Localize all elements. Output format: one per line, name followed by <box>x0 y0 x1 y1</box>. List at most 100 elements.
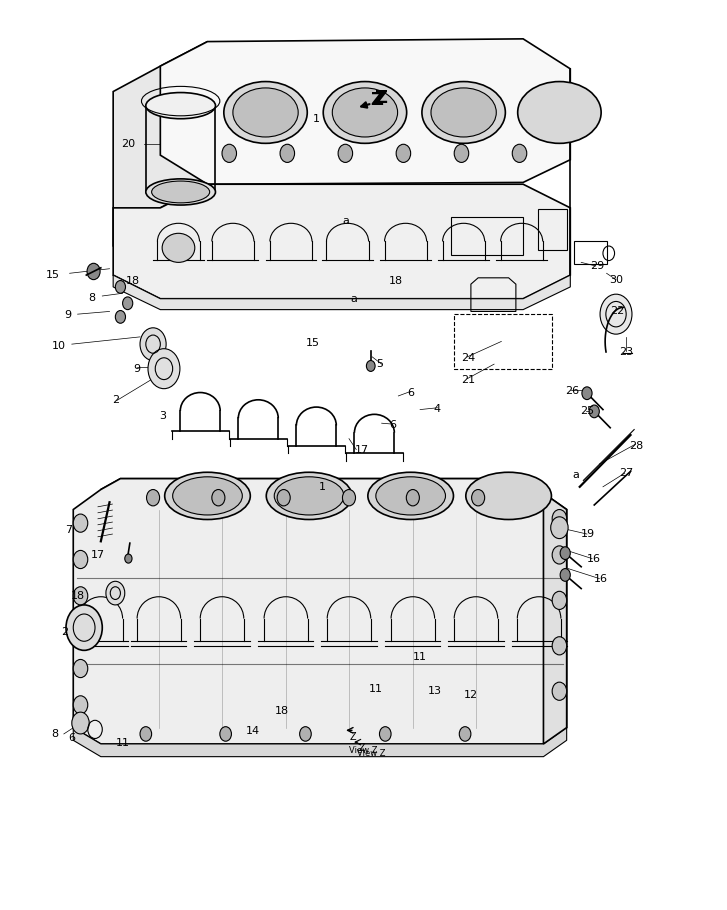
Ellipse shape <box>152 181 209 203</box>
Text: 16: 16 <box>587 554 601 564</box>
Ellipse shape <box>146 179 215 205</box>
Text: 30: 30 <box>608 275 623 285</box>
Text: 14: 14 <box>246 726 260 736</box>
Ellipse shape <box>368 472 454 520</box>
Text: 10: 10 <box>52 341 66 351</box>
Text: 7: 7 <box>65 524 72 534</box>
Circle shape <box>560 569 570 581</box>
Text: 15: 15 <box>47 270 60 280</box>
Circle shape <box>220 727 231 742</box>
Circle shape <box>338 145 353 162</box>
Circle shape <box>125 554 132 563</box>
Text: 5: 5 <box>377 359 384 369</box>
Text: a: a <box>350 294 357 304</box>
Circle shape <box>379 727 391 742</box>
Circle shape <box>366 360 375 371</box>
Text: 6: 6 <box>389 420 396 430</box>
Circle shape <box>73 623 88 642</box>
Ellipse shape <box>376 477 446 515</box>
Text: 17: 17 <box>355 446 369 456</box>
Ellipse shape <box>431 88 497 137</box>
Circle shape <box>406 490 419 506</box>
Text: 18: 18 <box>71 591 85 601</box>
Text: 23: 23 <box>619 348 633 358</box>
Polygon shape <box>113 184 570 298</box>
Polygon shape <box>544 493 566 744</box>
Text: View Z: View Z <box>356 749 385 757</box>
Ellipse shape <box>332 88 398 137</box>
Text: 22: 22 <box>610 307 624 317</box>
Text: 8: 8 <box>88 293 95 303</box>
Circle shape <box>551 517 568 539</box>
Text: Z: Z <box>358 743 366 753</box>
Text: 1: 1 <box>313 114 320 124</box>
Text: 2: 2 <box>112 396 119 406</box>
Circle shape <box>116 310 126 323</box>
Ellipse shape <box>233 88 298 137</box>
Polygon shape <box>73 728 566 756</box>
Text: 21: 21 <box>462 375 475 385</box>
Circle shape <box>147 490 160 506</box>
Circle shape <box>212 490 225 506</box>
Text: Z: Z <box>370 91 383 108</box>
Ellipse shape <box>224 82 308 144</box>
Text: 27: 27 <box>619 468 633 478</box>
Text: 9: 9 <box>65 310 72 320</box>
Circle shape <box>342 490 356 506</box>
Ellipse shape <box>146 93 215 118</box>
Text: 19: 19 <box>581 529 595 539</box>
Text: 29: 29 <box>590 261 604 271</box>
Circle shape <box>459 727 471 742</box>
Text: 25: 25 <box>579 407 594 417</box>
Circle shape <box>222 145 236 162</box>
Text: 1: 1 <box>318 481 326 491</box>
Ellipse shape <box>165 472 250 520</box>
Polygon shape <box>161 39 570 184</box>
Text: a: a <box>572 470 579 480</box>
Circle shape <box>140 727 152 742</box>
Circle shape <box>73 696 88 714</box>
Bar <box>538 208 566 249</box>
Polygon shape <box>113 275 570 309</box>
Ellipse shape <box>173 477 242 515</box>
Circle shape <box>148 349 180 389</box>
Circle shape <box>553 682 566 701</box>
Text: 6: 6 <box>68 733 76 743</box>
Circle shape <box>73 587 88 605</box>
Circle shape <box>123 297 133 309</box>
Text: 18: 18 <box>126 276 140 286</box>
Circle shape <box>600 294 632 334</box>
Text: 3: 3 <box>159 411 166 421</box>
Circle shape <box>280 145 294 162</box>
Circle shape <box>553 592 566 610</box>
Polygon shape <box>101 479 544 511</box>
Text: 9: 9 <box>134 364 140 374</box>
Text: 2: 2 <box>61 627 68 637</box>
Circle shape <box>300 727 311 742</box>
Circle shape <box>140 328 166 360</box>
Circle shape <box>553 510 566 528</box>
Ellipse shape <box>266 472 352 520</box>
Circle shape <box>582 387 592 399</box>
Circle shape <box>589 405 599 418</box>
Circle shape <box>73 551 88 569</box>
Ellipse shape <box>162 233 195 262</box>
Text: 16: 16 <box>594 574 608 584</box>
Text: 15: 15 <box>305 339 319 349</box>
Ellipse shape <box>324 82 406 144</box>
Circle shape <box>106 581 125 605</box>
Text: 20: 20 <box>121 139 135 149</box>
Circle shape <box>116 280 126 293</box>
Circle shape <box>87 263 100 279</box>
Text: Z: Z <box>349 732 356 742</box>
Polygon shape <box>113 42 207 273</box>
Text: Z: Z <box>374 89 387 106</box>
Text: 8: 8 <box>52 729 59 739</box>
Circle shape <box>73 514 88 532</box>
Circle shape <box>396 145 411 162</box>
Polygon shape <box>73 479 566 744</box>
Text: 24: 24 <box>462 353 475 363</box>
Circle shape <box>553 546 566 564</box>
Text: 26: 26 <box>565 387 579 397</box>
Ellipse shape <box>422 82 505 144</box>
